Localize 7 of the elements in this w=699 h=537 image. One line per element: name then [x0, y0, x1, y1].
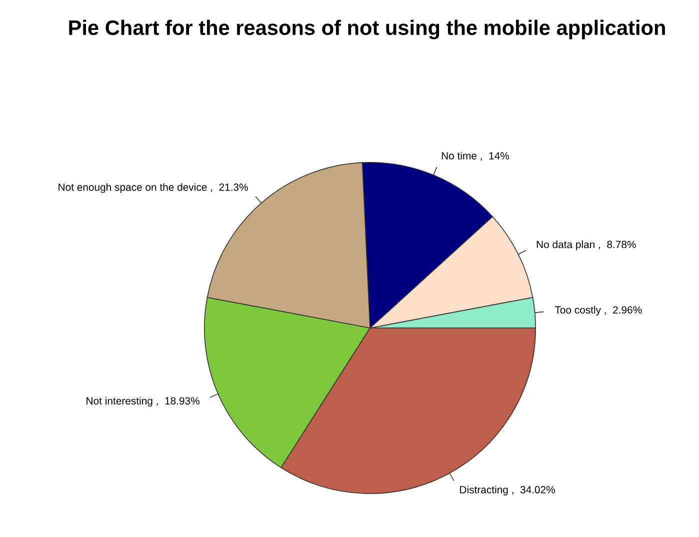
- chart-title: Pie Chart for the reasons of not using the mobile application: [69, 20, 665, 40]
- slice-label: Distracting , 34.02%: [460, 486, 555, 496]
- slice-label: Not interesting , 18.93%: [86, 396, 200, 407]
- slice-label: No time , 14%: [442, 152, 510, 161]
- slice-label: Not enough space on the device , 21.3%: [58, 183, 248, 193]
- slice-label: No data plan , 8.78%: [536, 240, 636, 250]
- slice-label: Too costly , 2.96%: [554, 306, 642, 316]
